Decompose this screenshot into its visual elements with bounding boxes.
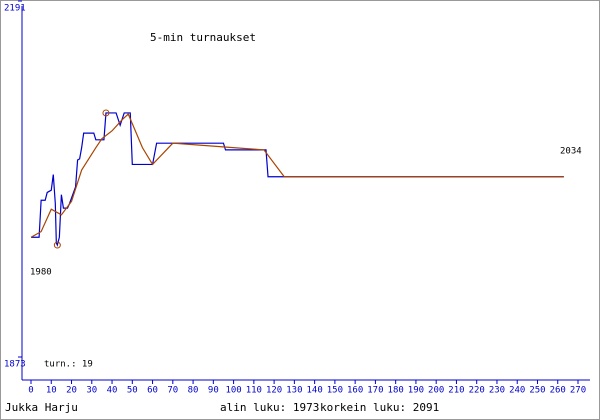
x-tick-label: 160 [347,386,363,396]
author: Jukka Harju [5,401,78,414]
x-tick-label: 50 [127,386,138,396]
x-tick-label: 80 [188,386,199,396]
x-tick-label: 200 [428,386,444,396]
max-label: korkein luku: 2091 [320,401,439,414]
x-tick-label: 260 [550,386,566,396]
x-tick-label: 130 [286,386,302,396]
x-tick-label: 180 [388,386,404,396]
x-tick-label: 250 [529,386,545,396]
extreme-marker [102,109,110,117]
end-label: 2034 [560,147,582,157]
x-tick-label: 170 [367,386,383,396]
x-tick-label: 30 [86,386,97,396]
x-tick-label: 10 [46,386,57,396]
x-tick-label: 70 [167,386,178,396]
x-tick-label: 110 [246,386,262,396]
x-tick-label: 150 [327,386,343,396]
x-tick-label: 220 [469,386,485,396]
x-tick-label: 230 [489,386,505,396]
y-tick-label: 1873 [4,360,26,370]
min-label: alin luku: 1973 [220,401,319,414]
x-tick-label: 60 [147,386,158,396]
x-tick-label: 120 [266,386,282,396]
count-label: turn.: 19 [44,360,93,370]
x-tick-label: 90 [208,386,219,396]
y-tick-label: 2191 [4,4,26,14]
x-tick-label: 190 [408,386,424,396]
x-tick-label: 140 [306,386,322,396]
series-line [31,112,564,247]
series-line [30,113,564,238]
chart-title: 5-min turnaukset [150,31,256,44]
x-tick-label: 240 [509,386,525,396]
x-tick-label: 210 [448,386,464,396]
x-tick-label: 270 [570,386,586,396]
x-tick-label: 40 [107,386,118,396]
x-tick-label: 20 [66,386,77,396]
x-tick-label: 100 [225,386,241,396]
start-label: 1980 [30,268,52,278]
x-tick-label: 0 [28,386,33,396]
extreme-marker [53,241,61,249]
